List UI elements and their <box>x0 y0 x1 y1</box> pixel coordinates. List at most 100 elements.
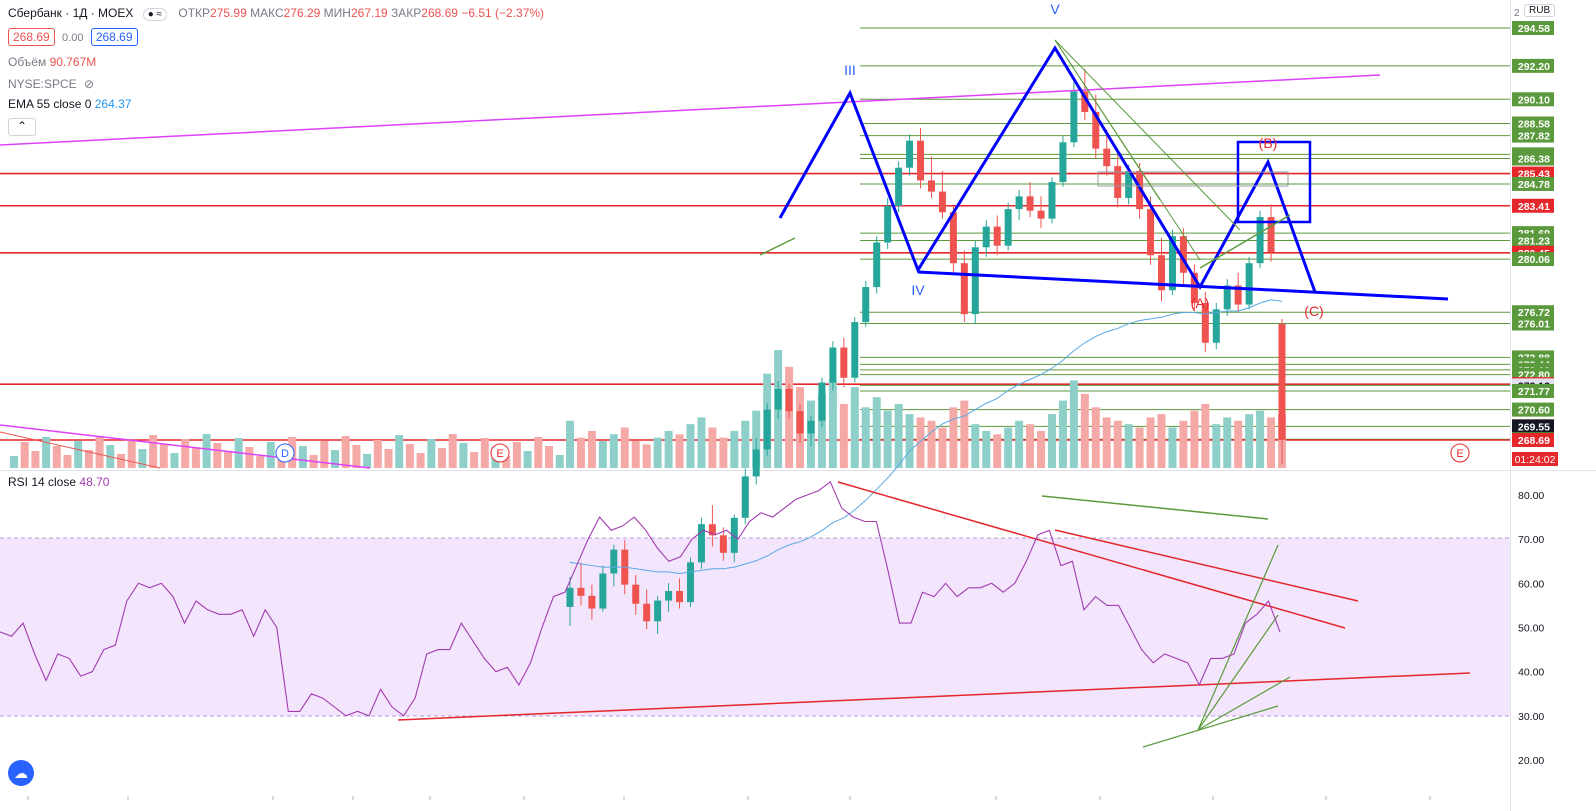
candle[interactable] <box>1048 177 1056 224</box>
volume-bar[interactable] <box>1113 420 1122 468</box>
volume-bar[interactable] <box>20 442 29 468</box>
volume-bar[interactable] <box>555 455 564 468</box>
candle[interactable] <box>1278 319 1286 464</box>
price-axis-label[interactable]: 288.58 <box>1512 116 1554 131</box>
candle[interactable] <box>906 134 914 176</box>
volume-bar[interactable] <box>938 427 947 468</box>
wave-label[interactable]: (C) <box>1304 303 1323 319</box>
candle[interactable] <box>763 403 771 456</box>
candle[interactable] <box>730 514 738 563</box>
candle[interactable] <box>884 197 892 249</box>
volume-bar[interactable] <box>642 444 651 468</box>
volume-bar[interactable] <box>1091 407 1100 468</box>
candle[interactable] <box>862 280 870 327</box>
volume-bar[interactable] <box>117 454 125 468</box>
price-axis-label[interactable]: 269.55 <box>1512 419 1554 434</box>
price-axis-label[interactable]: 287.82 <box>1512 128 1554 143</box>
volume-bar[interactable] <box>631 441 640 468</box>
rsi-resistance-line[interactable] <box>1054 529 1359 602</box>
candle[interactable] <box>1179 228 1187 284</box>
rsi-fan-line[interactable] <box>1197 676 1291 731</box>
volume-bar[interactable] <box>708 427 717 468</box>
candle[interactable] <box>632 575 640 615</box>
volume-bar[interactable] <box>159 444 168 468</box>
volume-bar[interactable] <box>1080 393 1089 468</box>
volume-bar[interactable] <box>1190 410 1199 468</box>
candle[interactable] <box>610 544 618 587</box>
volume-bar[interactable] <box>1047 414 1056 468</box>
collapse-legend-button[interactable]: ⌃ <box>8 118 36 136</box>
volume-bar[interactable] <box>224 452 232 468</box>
rsi-fan-line[interactable] <box>1197 614 1279 731</box>
ask-box[interactable]: 268.69 <box>90 28 138 46</box>
volume-bar[interactable] <box>52 446 61 468</box>
price-axis-label[interactable]: 270.60 <box>1512 402 1554 417</box>
candle[interactable] <box>829 341 837 391</box>
candle[interactable] <box>774 380 782 420</box>
green-segment[interactable] <box>759 237 796 256</box>
candle[interactable] <box>1212 302 1220 350</box>
volume-bar[interactable] <box>63 455 72 468</box>
tradingview-logo[interactable]: ☁ <box>8 760 34 786</box>
candle[interactable] <box>686 557 694 607</box>
rsi-line[interactable] <box>0 480 1281 717</box>
event-marker[interactable]: E <box>1450 443 1470 463</box>
volume-bar[interactable] <box>1004 427 1013 468</box>
red-trendline-lower[interactable] <box>0 431 161 469</box>
volume-bar[interactable] <box>427 439 436 468</box>
volume-bar[interactable] <box>149 435 158 468</box>
candle[interactable] <box>927 156 935 198</box>
volume-bar[interactable] <box>817 393 826 468</box>
candle[interactable] <box>807 415 815 447</box>
candle[interactable] <box>895 161 903 213</box>
candle[interactable] <box>785 384 793 420</box>
volume-bar[interactable] <box>320 441 329 468</box>
volume-bar[interactable] <box>576 437 585 468</box>
wave-b-box[interactable] <box>1236 140 1312 224</box>
volume-bar[interactable] <box>202 434 211 468</box>
volume-bar[interactable] <box>883 410 892 468</box>
symbol-title[interactable]: Сбербанк · 1Д · MOEX <box>8 6 134 20</box>
volume-bar[interactable] <box>523 451 532 468</box>
volume-bar[interactable] <box>331 450 339 468</box>
volume-bar[interactable] <box>170 453 179 468</box>
candle[interactable] <box>1004 202 1012 251</box>
volume-bar[interactable] <box>620 427 629 468</box>
wave-label[interactable]: III <box>844 62 856 78</box>
volume-bar[interactable] <box>1146 417 1155 468</box>
price-axis-label[interactable]: 283.41 <box>1512 198 1554 213</box>
volume-bar[interactable] <box>960 400 969 468</box>
price-axis-label[interactable]: 276.01 <box>1512 316 1554 331</box>
price-axis-label[interactable]: 284.78 <box>1512 176 1554 191</box>
fib-fan-line[interactable] <box>1054 39 1241 231</box>
volume-bar[interactable] <box>1069 380 1078 468</box>
volume-bar[interactable] <box>127 440 136 468</box>
volume-bar[interactable] <box>363 454 372 468</box>
volume-bar[interactable] <box>502 456 511 468</box>
price-axis-label[interactable]: 280.06 <box>1512 252 1554 267</box>
volume-bar[interactable] <box>719 437 728 468</box>
price-axis-label[interactable]: 290.10 <box>1512 92 1554 107</box>
volume-bar[interactable] <box>245 447 254 468</box>
price-axis-label[interactable]: 268.69 <box>1512 433 1554 447</box>
compare-legend[interactable]: NYSE:SPCE ⊘ <box>8 77 94 91</box>
candle[interactable] <box>917 127 925 189</box>
volume-bar[interactable] <box>1212 424 1221 468</box>
candle[interactable] <box>599 565 607 612</box>
volume-bar[interactable] <box>850 387 859 468</box>
volume-bar[interactable] <box>697 417 706 468</box>
volume-bar[interactable] <box>949 407 958 468</box>
price-axis-label[interactable]: 276.72 <box>1512 305 1554 320</box>
candle[interactable] <box>960 250 968 323</box>
volume-legend[interactable]: Объём 90.767M <box>8 55 96 69</box>
currency-button[interactable]: RUB <box>1524 4 1556 17</box>
volume-bar[interactable] <box>1157 414 1166 468</box>
candle[interactable] <box>1245 256 1253 310</box>
volume-bar[interactable] <box>191 448 200 468</box>
rsi-fan-line[interactable] <box>1142 705 1279 748</box>
candle[interactable] <box>719 527 727 561</box>
candle[interactable] <box>1092 94 1100 159</box>
volume-bar[interactable] <box>916 417 925 468</box>
candle[interactable] <box>1267 204 1275 262</box>
ema-line[interactable] <box>569 299 1283 575</box>
